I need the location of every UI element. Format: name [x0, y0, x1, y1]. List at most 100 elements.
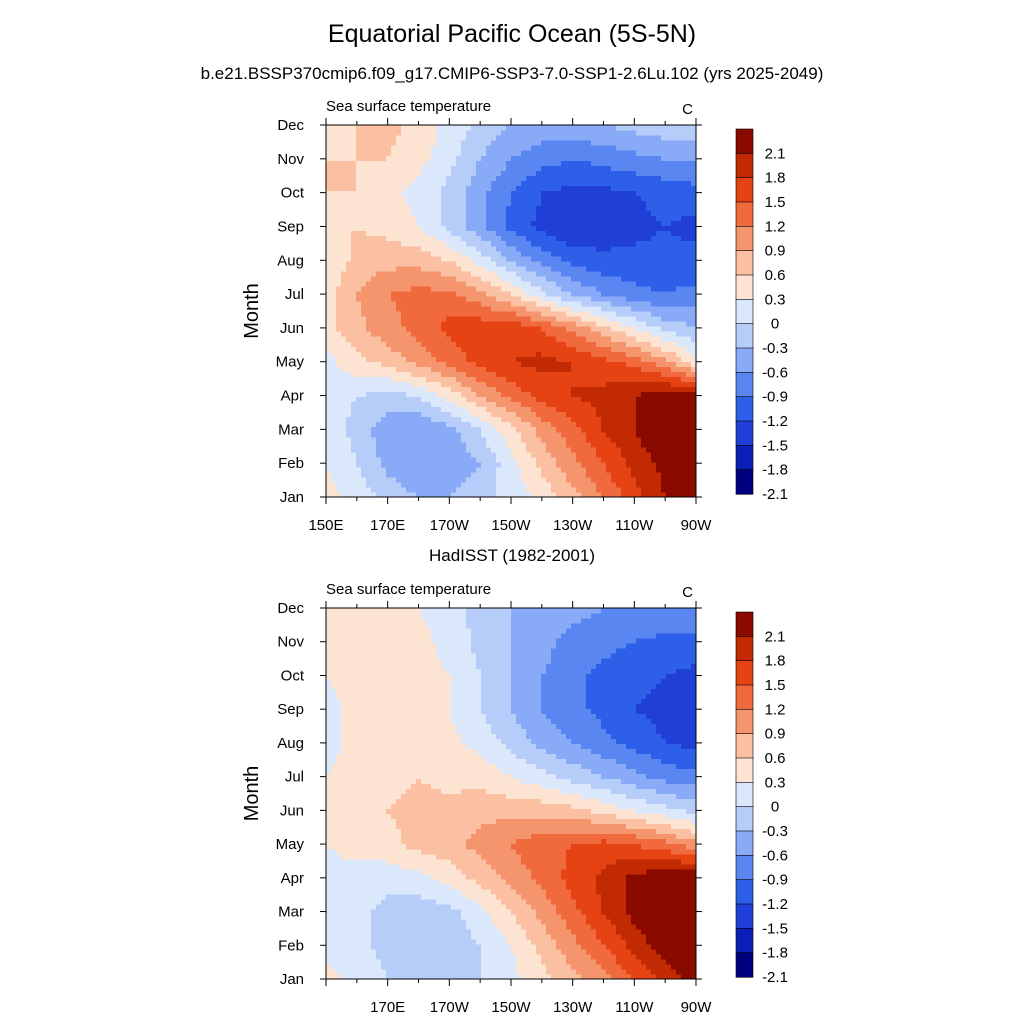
colorbar-box — [735, 952, 754, 978]
colorbar-label: 1.5 — [765, 194, 786, 211]
chart-subtitle: b.e21.BSSP370cmip6.f09_g17.CMIP6-SSP3-7.… — [200, 64, 824, 83]
y-tick-label: Feb — [278, 937, 304, 954]
y-tick-label: Sep — [277, 218, 304, 235]
y-tick-label: Jan — [280, 489, 304, 506]
colorbar-label: 0 — [771, 799, 779, 816]
colorbar-label: 2.1 — [765, 145, 786, 162]
colorbar-label: 0.9 — [765, 726, 786, 743]
y-tick-label: Jun — [280, 320, 304, 337]
y-tick-label: Mar — [278, 421, 304, 438]
chart-main-title: Equatorial Pacific Ocean (5S-5N) — [327, 20, 697, 48]
colorbar-label: -0.6 — [762, 364, 788, 381]
y-tick-label: May — [276, 354, 305, 371]
colorbar-label: 1.8 — [765, 170, 786, 187]
colorbar-label: -0.3 — [762, 823, 788, 840]
colorbar-label: 0.9 — [765, 243, 786, 260]
colorbar-box — [735, 299, 754, 325]
colorbar-box — [735, 636, 754, 662]
x-tick-label: 90W — [681, 517, 713, 534]
y-tick-label: Jul — [285, 769, 304, 786]
panel-model: Jan Feb Mar Apr May Jun Jul Aug Sep Oct Nov Dec 150E… — [241, 98, 788, 534]
colorbar-label: -1.2 — [762, 896, 788, 913]
colorbar: 2.1 1.8 1.5 1.2 0.9 0.6 0.3 0 -0.3 -0.6 -0.9 -1.2 -1… — [735, 611, 788, 986]
y-axis-title: Month — [241, 283, 263, 339]
colorbar-box — [735, 347, 754, 373]
colorbar-box — [735, 879, 754, 905]
y-tick-label: Oct — [281, 185, 305, 202]
y-tick-label: Aug — [277, 252, 304, 269]
x-tick-label: 130W — [553, 999, 593, 1016]
colorbar-box — [735, 733, 754, 759]
colorbar-label: -2.1 — [762, 969, 788, 986]
colorbar-box — [735, 323, 754, 349]
colorbar-box — [735, 201, 754, 227]
colorbar-label: 0.6 — [765, 267, 786, 284]
x-tick-label: 150W — [491, 999, 531, 1016]
x-tick-label: 150W — [491, 517, 531, 534]
x-tick-label: 130W — [553, 517, 593, 534]
y-tick-label: Jul — [285, 286, 304, 303]
colorbar-label: 1.5 — [765, 677, 786, 694]
colorbar-label: -0.9 — [762, 389, 788, 406]
colorbar-box — [735, 250, 754, 276]
colorbar-label: 2.1 — [765, 628, 786, 645]
x-tick-label: 170W — [430, 999, 470, 1016]
panel-right-title: C — [682, 101, 693, 118]
x-tick-label: 150E — [308, 517, 343, 534]
panel-left-title: Sea surface temperature — [326, 581, 491, 598]
y-tick-label: Jan — [280, 971, 304, 988]
colorbar-label: 0.3 — [765, 774, 786, 791]
y-tick-label: Apr — [281, 870, 304, 887]
colorbar-label: -0.9 — [762, 872, 788, 889]
colorbar-label: -1.2 — [762, 413, 788, 430]
colorbar-box — [735, 855, 754, 881]
colorbar-box — [735, 177, 754, 203]
y-tick-label: Mar — [278, 904, 304, 921]
colorbar-box — [735, 806, 754, 832]
y-axis-title: Month — [241, 766, 263, 822]
y-tick-label: Dec — [277, 117, 304, 134]
colorbar-box — [735, 709, 754, 735]
colorbar-label: -1.5 — [762, 920, 788, 937]
colorbar-box — [735, 469, 754, 495]
y-tick-label: Sep — [277, 701, 304, 718]
colorbar-box — [735, 611, 754, 637]
colorbar-label: 1.2 — [765, 701, 786, 718]
colorbar-label: 0.6 — [765, 750, 786, 767]
panel-right-title: C — [682, 584, 693, 601]
y-tick-label: Feb — [278, 455, 304, 472]
colorbar-box — [735, 226, 754, 252]
colorbar-box — [735, 445, 754, 471]
colorbar-label: 1.2 — [765, 218, 786, 235]
colorbar-label: -2.1 — [762, 486, 788, 503]
colorbar-box — [735, 128, 754, 154]
colorbar-box — [735, 274, 754, 300]
y-tick-label: Apr — [281, 388, 304, 405]
second-panel-title: HadISST (1982-2001) — [428, 546, 595, 565]
colorbar-box — [735, 830, 754, 856]
colorbar-label: -1.8 — [762, 462, 788, 479]
y-tick-label: Oct — [281, 667, 305, 684]
colorbar-box — [735, 757, 754, 783]
colorbar-label: 1.8 — [765, 653, 786, 670]
x-tick-label: 170E — [370, 999, 405, 1016]
y-tick-label: Dec — [277, 600, 304, 617]
x-tick-label: 170W — [430, 517, 470, 534]
y-tick-label: Aug — [277, 735, 304, 752]
colorbar-label: -0.3 — [762, 340, 788, 357]
x-tick-label: 90W — [681, 999, 713, 1016]
colorbar: 2.1 1.8 1.5 1.2 0.9 0.6 0.3 0 -0.3 -0.6 -0.9 -1.2 -1… — [735, 128, 788, 503]
contour-field — [326, 608, 697, 980]
colorbar-label: -0.6 — [762, 847, 788, 864]
colorbar-label: 0.3 — [765, 291, 786, 308]
y-tick-label: Jun — [280, 802, 304, 819]
colorbar-box — [735, 372, 754, 398]
x-tick-label: 110W — [615, 517, 654, 534]
x-tick-label: 170E — [370, 517, 405, 534]
panel-left-title: Sea surface temperature — [326, 98, 491, 115]
colorbar-box — [735, 782, 754, 808]
y-tick-label: Nov — [277, 634, 304, 651]
colorbar-box — [735, 396, 754, 422]
y-tick-label: May — [276, 836, 305, 853]
colorbar-box — [735, 420, 754, 446]
